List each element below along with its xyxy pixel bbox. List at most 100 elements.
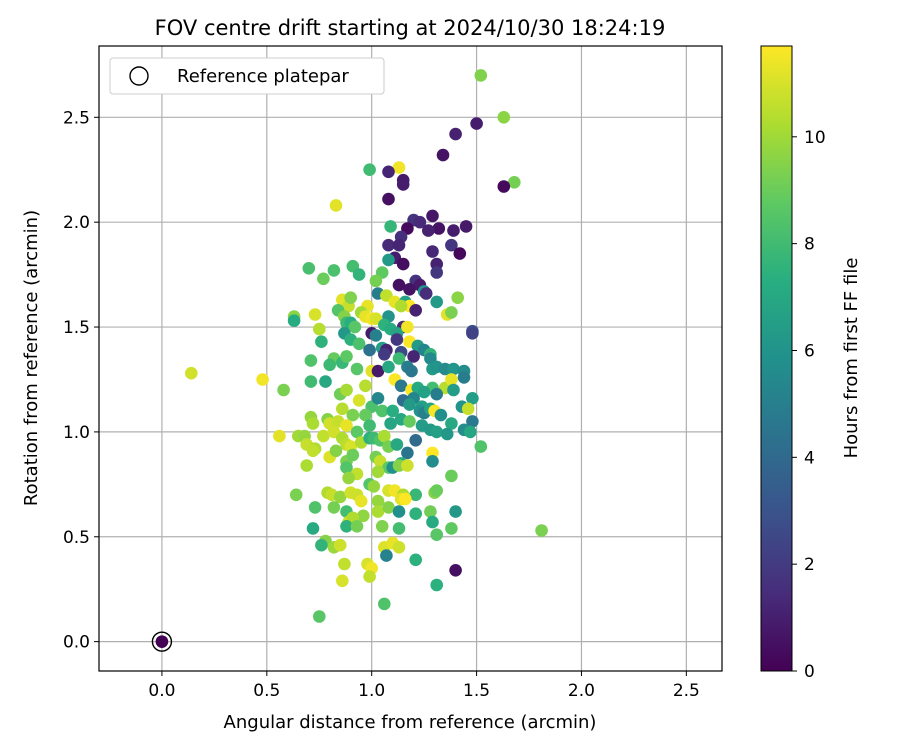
data-point <box>445 522 458 535</box>
data-point <box>371 465 385 479</box>
data-point <box>256 373 269 386</box>
data-point <box>449 564 462 577</box>
x-tick-label: 0.5 <box>253 681 280 701</box>
data-point <box>470 117 483 130</box>
data-point <box>382 165 395 179</box>
data-point <box>367 480 381 493</box>
y-tick-label: 0.5 <box>63 528 90 548</box>
data-point <box>535 524 548 537</box>
data-point <box>466 392 479 405</box>
data-point <box>369 274 383 288</box>
data-point <box>392 161 406 174</box>
data-point <box>392 541 406 554</box>
colorbar-gradient <box>760 45 793 672</box>
data-point <box>447 224 460 237</box>
data-point <box>273 429 286 443</box>
reference-platepar-marker <box>151 631 173 652</box>
data-point <box>405 364 418 378</box>
data-point <box>350 362 364 376</box>
data-point <box>445 373 458 386</box>
data-point <box>390 438 404 451</box>
data-point <box>409 304 423 317</box>
data-point <box>333 538 347 552</box>
data-point <box>302 262 316 275</box>
data-point <box>378 348 391 361</box>
data-point <box>394 379 408 393</box>
data-point <box>304 375 318 388</box>
data-point <box>380 549 393 562</box>
data-point <box>344 291 358 305</box>
data-point <box>384 220 397 233</box>
data-point <box>369 329 383 342</box>
data-point <box>333 490 347 504</box>
grid-lines <box>99 46 722 671</box>
data-point <box>409 507 423 520</box>
data-point <box>384 417 397 430</box>
colorbar-tick-label: 8 <box>804 235 815 255</box>
legend: Reference platepar <box>109 57 385 95</box>
data-point <box>466 327 479 340</box>
x-axis-label: Angular distance from reference (arcmin) <box>224 712 597 733</box>
data-point <box>461 402 475 416</box>
y-tick-label: 0.0 <box>63 633 90 653</box>
data-point <box>445 306 458 319</box>
plot-area-frame <box>98 45 723 672</box>
y-tick-label: 2.0 <box>63 213 90 233</box>
x-tick-label: 0.0 <box>148 681 175 701</box>
data-point <box>403 283 416 296</box>
data-point <box>464 425 477 439</box>
data-point <box>392 278 406 292</box>
data-point <box>359 379 372 393</box>
data-point <box>390 333 404 346</box>
data-point <box>396 178 410 191</box>
data-point <box>336 402 349 416</box>
legend-reference-marker-icon <box>129 66 149 86</box>
data-point <box>451 291 465 305</box>
data-point <box>382 501 395 514</box>
data-point <box>474 440 488 453</box>
data-point <box>409 488 423 502</box>
data-point <box>329 444 343 458</box>
data-point <box>445 238 458 252</box>
data-point <box>348 320 362 334</box>
colorbar-tick-label: 6 <box>804 341 815 361</box>
data-point <box>401 446 414 460</box>
data-point <box>426 209 439 223</box>
data-point <box>382 192 395 206</box>
data-point <box>382 238 395 252</box>
data-point <box>352 394 366 407</box>
data-point <box>371 364 385 378</box>
data-point <box>392 352 406 365</box>
data-point <box>422 224 435 237</box>
data-point <box>449 127 462 141</box>
data-point <box>359 408 372 422</box>
data-point <box>340 383 353 397</box>
data-point <box>459 220 473 233</box>
data-point <box>185 366 198 380</box>
data-point <box>430 528 444 541</box>
data-point <box>327 264 341 277</box>
data-point <box>338 557 351 571</box>
y-axis-label: Rotation from reference (arcmin) <box>21 210 42 506</box>
data-point <box>354 494 368 508</box>
data-point <box>378 597 391 611</box>
chart-title: FOV centre drift starting at 2024/10/30 … <box>155 16 666 40</box>
data-point <box>432 222 446 235</box>
data-point <box>430 387 444 401</box>
data-point <box>430 425 444 439</box>
colorbar-ticks: 0 2 4 6 8 10 <box>792 128 826 682</box>
data-point <box>342 471 355 485</box>
data-point <box>399 492 412 506</box>
data-point <box>401 320 414 334</box>
data-point <box>340 461 353 474</box>
data-point <box>300 459 314 472</box>
data-point <box>346 408 360 422</box>
data-point <box>403 398 416 411</box>
data-point <box>340 350 353 363</box>
data-point <box>457 371 471 384</box>
data-point <box>401 459 414 472</box>
data-point <box>277 383 290 397</box>
data-points <box>185 69 548 623</box>
y-tick-label: 1.0 <box>63 423 90 443</box>
data-point <box>315 538 328 552</box>
